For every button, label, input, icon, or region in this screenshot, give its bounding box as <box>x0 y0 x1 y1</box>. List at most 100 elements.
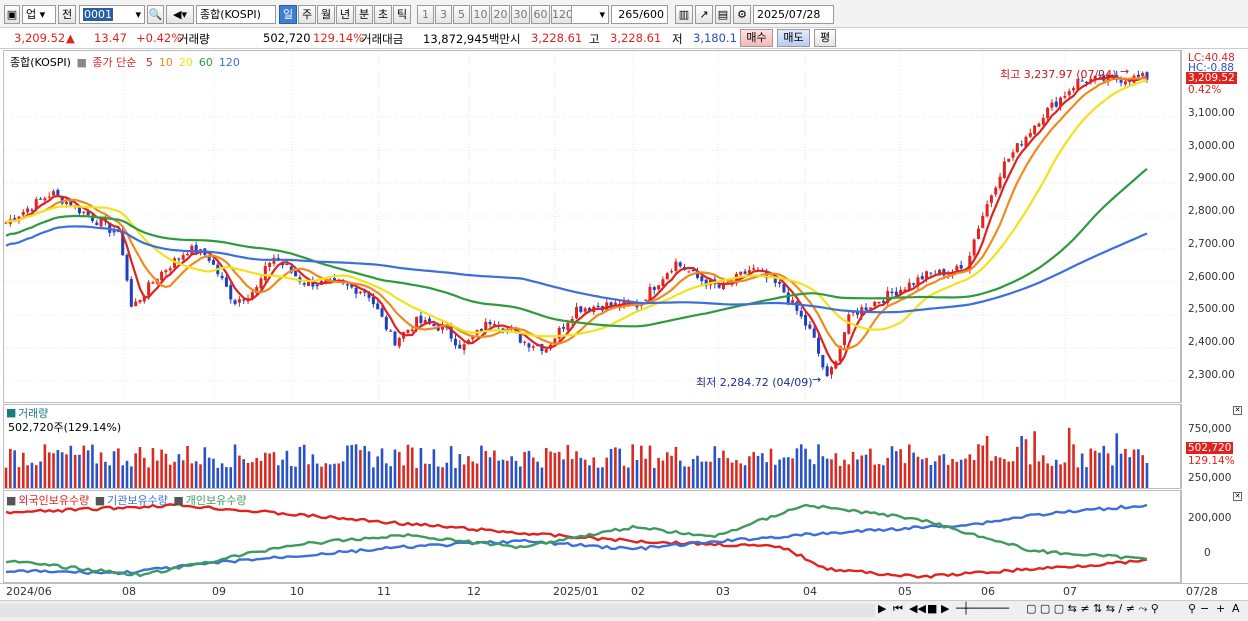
period-tab[interactable]: 일 <box>279 5 297 24</box>
volume-bar <box>791 458 794 488</box>
volume-bar <box>890 446 894 488</box>
zoom-search-icon[interactable]: ⚲ <box>1188 602 1197 615</box>
market-select[interactable]: 업 ▾ <box>22 5 56 24</box>
volume-bar <box>678 460 682 488</box>
candle-body <box>955 266 959 271</box>
interval-tab[interactable]: 20 <box>491 5 510 24</box>
count-field[interactable]: 265/600 <box>611 5 668 24</box>
zoom-slider[interactable]: ─┼────── <box>956 602 1009 615</box>
interval-select[interactable]: ▾ <box>571 5 609 24</box>
chevron-down-icon: ▾ <box>135 8 141 21</box>
volume-bar <box>190 463 194 488</box>
price-axis: LC:40.48 HC:-0.88 3,209.52 0.42% 3,100.0… <box>1181 50 1247 403</box>
candle-body <box>1080 80 1084 82</box>
code-input[interactable]: 0001 ▾ <box>79 5 145 24</box>
period-tab[interactable]: 초 <box>374 5 392 24</box>
interval-tab[interactable]: 30 <box>511 5 530 24</box>
volume-bar <box>743 465 747 488</box>
holdings-panel[interactable]: ■ 외국인보유수량 ■ 기관보유수량 ■ 개인보유수량 <box>3 490 1181 583</box>
candle-body <box>661 279 665 287</box>
draw-tool-icon[interactable]: ↗ <box>695 5 713 24</box>
holdings-axis: 200,000 0 ✕ <box>1181 490 1247 583</box>
volume-bar <box>769 448 773 488</box>
volume-bar <box>52 453 55 488</box>
candle-body <box>466 340 470 343</box>
candle-body <box>566 322 570 331</box>
period-tab[interactable]: 년 <box>336 5 354 24</box>
play-back-icon[interactable]: ◀◀ <box>909 602 926 615</box>
zoom-out-icon[interactable]: − <box>1200 602 1210 615</box>
volume-bar <box>1033 431 1036 488</box>
volume-tick-250k: 250,000 <box>1188 472 1232 484</box>
rewind-icon[interactable]: ⏮ <box>893 602 903 615</box>
volume-bar <box>385 463 388 488</box>
volume-bar <box>821 456 825 488</box>
candle-body <box>1002 161 1006 178</box>
period-tab[interactable]: 월 <box>317 5 335 24</box>
volume-bar <box>354 444 358 488</box>
save-icon[interactable]: ▤ <box>715 5 731 24</box>
period-tab[interactable]: 틱 <box>393 5 411 24</box>
price-chart[interactable] <box>4 51 1181 403</box>
close-icon[interactable]: ✕ <box>1233 492 1242 501</box>
interval-tab[interactable]: 60 <box>531 5 550 24</box>
candle-body <box>579 306 583 312</box>
volume-bar <box>557 451 561 488</box>
interval-tab[interactable]: 3 <box>435 5 452 24</box>
scroll-right-icon[interactable]: ▶ <box>878 602 887 615</box>
candle-body <box>1093 76 1097 81</box>
volume-chart[interactable] <box>4 405 1181 489</box>
candle-type-icon[interactable]: ▥ <box>675 5 693 24</box>
prev-button[interactable]: 전 <box>58 5 76 24</box>
volume-bar <box>812 464 816 488</box>
font-size-icon[interactable]: A <box>1232 602 1240 615</box>
volume-bar <box>380 448 384 488</box>
period-tab[interactable]: 분 <box>355 5 373 24</box>
volume-bar <box>397 452 401 488</box>
candle-body <box>968 255 972 271</box>
interval-tab[interactable]: 120 <box>551 5 573 24</box>
candle-body <box>43 198 47 201</box>
volume-bar <box>838 465 842 488</box>
search-icon[interactable]: 🔍 <box>147 5 164 24</box>
volume-bar <box>1093 450 1097 488</box>
candle-body <box>972 239 976 256</box>
price-tick: 2,500.00 <box>1188 303 1235 316</box>
sell-button[interactable]: 매도 <box>777 29 810 47</box>
chevron-down-icon: ▾ <box>599 8 605 21</box>
holdings-chart[interactable] <box>4 491 1181 583</box>
close-icon[interactable]: ✕ <box>1233 406 1242 415</box>
period-tab[interactable]: 주 <box>298 5 316 24</box>
volume-panel[interactable]: ■ 거래량 502,720주(129.14%) <box>3 404 1181 489</box>
volume-bar <box>1072 444 1075 488</box>
price-change: 13.47 <box>94 31 127 45</box>
holdings-legend: ■ 외국인보유수량 ■ 기관보유수량 ■ 개인보유수량 <box>6 492 249 508</box>
date-field[interactable]: 2025/07/28 ▦ <box>753 5 834 24</box>
price-tick: 2,700.00 <box>1188 237 1235 250</box>
candle-body <box>644 299 648 301</box>
volume-bar <box>281 459 284 488</box>
layout-icons[interactable]: ▢ ▢ ▢ ⇆ ≠ ⇅ ⇆ ∕ ≠ ⤳ ⚲ <box>1026 602 1159 615</box>
zoom-in-icon[interactable]: + <box>1216 602 1226 615</box>
chart-menu-icon[interactable]: ▣ <box>4 5 20 24</box>
volume-bar <box>709 461 712 488</box>
candle-body <box>462 344 466 350</box>
candle-body <box>739 271 743 275</box>
volume-bar <box>1029 464 1032 488</box>
buy-button[interactable]: 매수 <box>740 29 773 47</box>
interval-tab[interactable]: 10 <box>471 5 490 24</box>
stop-icon[interactable]: ■ <box>927 602 938 615</box>
interval-tab[interactable]: 5 <box>453 5 470 24</box>
average-button[interactable]: 평 <box>814 29 836 47</box>
candle-body <box>345 284 349 286</box>
candle-body <box>65 201 69 204</box>
speaker-icon[interactable]: ◀▾ <box>166 5 194 24</box>
price-panel[interactable]: 종합(KOSPI) ■ 종가 단순 5 10 20 60 120 최고 3,237.97… <box>3 50 1181 403</box>
candle-body <box>380 308 384 317</box>
gear-icon[interactable]: ⚙ <box>733 5 751 24</box>
candle-body <box>1046 107 1050 118</box>
horizontal-scrollbar[interactable] <box>0 604 875 617</box>
volume-bar <box>674 446 678 488</box>
interval-tab[interactable]: 1 <box>417 5 434 24</box>
play-icon[interactable]: ▶ <box>941 602 950 615</box>
